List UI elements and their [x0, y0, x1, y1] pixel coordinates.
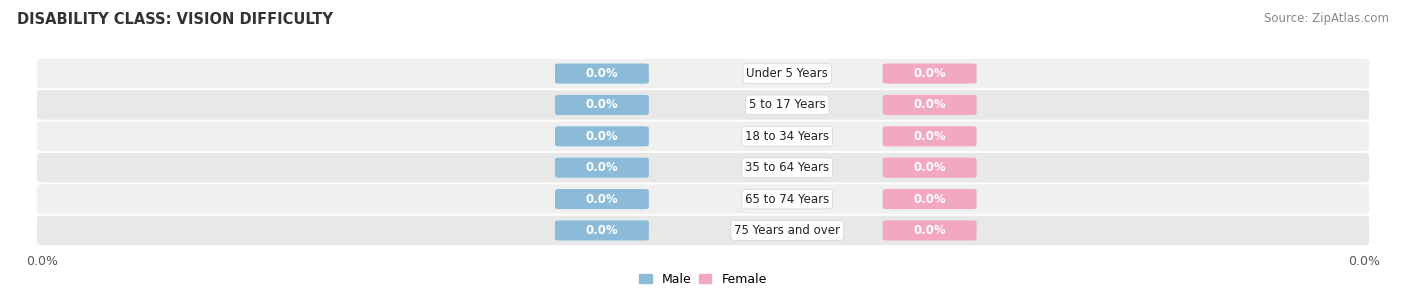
Text: 0.0%: 0.0% — [914, 98, 946, 112]
Text: 35 to 64 Years: 35 to 64 Years — [745, 161, 830, 174]
FancyBboxPatch shape — [883, 95, 977, 115]
Text: DISABILITY CLASS: VISION DIFFICULTY: DISABILITY CLASS: VISION DIFFICULTY — [17, 12, 333, 27]
FancyBboxPatch shape — [555, 158, 648, 178]
FancyBboxPatch shape — [883, 126, 977, 146]
FancyBboxPatch shape — [883, 158, 977, 178]
FancyBboxPatch shape — [555, 126, 648, 146]
Text: 18 to 34 Years: 18 to 34 Years — [745, 130, 830, 143]
Text: 0.0%: 0.0% — [585, 130, 619, 143]
FancyBboxPatch shape — [37, 153, 1369, 182]
FancyBboxPatch shape — [555, 95, 648, 115]
Text: 5 to 17 Years: 5 to 17 Years — [749, 98, 825, 112]
FancyBboxPatch shape — [555, 189, 648, 209]
FancyBboxPatch shape — [37, 122, 1369, 151]
FancyBboxPatch shape — [37, 216, 1369, 245]
Text: 65 to 74 Years: 65 to 74 Years — [745, 192, 830, 206]
Text: Source: ZipAtlas.com: Source: ZipAtlas.com — [1264, 12, 1389, 25]
FancyBboxPatch shape — [883, 220, 977, 240]
Text: 75 Years and over: 75 Years and over — [734, 224, 841, 237]
FancyBboxPatch shape — [883, 189, 977, 209]
Text: 0.0%: 0.0% — [914, 161, 946, 174]
Text: 0.0%: 0.0% — [585, 224, 619, 237]
Text: 0.0%: 0.0% — [914, 67, 946, 80]
Legend: Male, Female: Male, Female — [640, 273, 766, 286]
FancyBboxPatch shape — [37, 59, 1369, 88]
Text: 0.0%: 0.0% — [585, 98, 619, 112]
Text: 0.0%: 0.0% — [585, 161, 619, 174]
Text: 0.0%: 0.0% — [585, 67, 619, 80]
Text: Under 5 Years: Under 5 Years — [747, 67, 828, 80]
Text: 0.0%: 0.0% — [914, 192, 946, 206]
Text: 0.0%: 0.0% — [585, 192, 619, 206]
FancyBboxPatch shape — [555, 64, 648, 84]
FancyBboxPatch shape — [37, 90, 1369, 120]
Text: 0.0%: 0.0% — [914, 130, 946, 143]
Text: 0.0%: 0.0% — [914, 224, 946, 237]
FancyBboxPatch shape — [883, 64, 977, 84]
FancyBboxPatch shape — [37, 184, 1369, 214]
FancyBboxPatch shape — [555, 220, 648, 240]
